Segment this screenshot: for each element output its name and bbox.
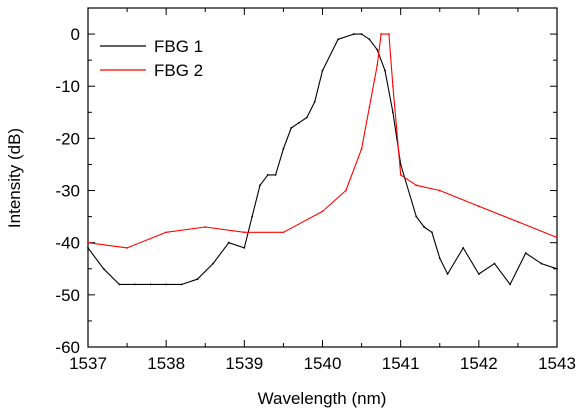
- x-tick-label: 1541: [382, 354, 420, 373]
- series-1-point: [376, 48, 379, 51]
- series-1-point: [321, 69, 324, 72]
- series-1-point: [251, 215, 254, 218]
- series-2-point: [477, 205, 480, 208]
- x-axis-title: Wavelength (nm): [258, 389, 387, 408]
- x-tick-label: 1543: [538, 354, 576, 373]
- x-tick-label: 1538: [147, 354, 185, 373]
- series-1-point: [313, 100, 316, 103]
- series-2-point: [243, 231, 246, 234]
- series-1-point: [87, 247, 89, 249]
- x-tick-label: 1539: [225, 354, 263, 373]
- legend: FBG 1 FBG 2: [100, 37, 203, 80]
- series-1-point: [524, 252, 527, 255]
- series-2-point: [368, 106, 371, 108]
- series-1-point: [415, 215, 418, 218]
- x-tick-label: 1542: [460, 354, 498, 373]
- series-1-point: [227, 241, 230, 244]
- series-2-point: [345, 189, 347, 192]
- y-tick-label: -40: [55, 234, 80, 253]
- series-1-point: [438, 257, 441, 260]
- y-tick-label: -20: [55, 129, 80, 148]
- series-layer: [87, 33, 558, 286]
- x-tick-label: 1540: [304, 354, 342, 373]
- series-1-point: [462, 247, 465, 249]
- y-tick-label: -50: [55, 286, 80, 305]
- series-1-point: [391, 111, 394, 114]
- series-2-point: [438, 189, 441, 192]
- series-1-point: [477, 273, 480, 275]
- series-2-point: [321, 210, 324, 213]
- series-1-point: [337, 38, 340, 41]
- series-1-point: [360, 33, 363, 35]
- series-2-point: [380, 33, 383, 35]
- series-1-point: [384, 69, 386, 72]
- series-1-point: [446, 273, 449, 275]
- x-tick-label: 1537: [69, 354, 107, 373]
- y-tick-label: -60: [55, 338, 80, 357]
- y-axis-title: Intensity (dB): [5, 128, 24, 228]
- series-1-point: [556, 267, 558, 270]
- series-1-point: [352, 33, 355, 35]
- series-2-point: [556, 236, 558, 239]
- series-1-point: [368, 38, 371, 41]
- series-1-point: [298, 121, 300, 124]
- x-axis-ticks: 1537 1538 1539 1540 1541 1542 1543: [69, 8, 576, 373]
- series-2-point: [388, 33, 390, 35]
- series-1-point: [212, 262, 214, 265]
- series-1-point: [290, 127, 293, 129]
- series-1-point: [134, 283, 136, 286]
- legend-label-fbg1: FBG 1: [154, 37, 203, 56]
- series-1-point: [282, 147, 285, 150]
- series-2-point: [517, 220, 519, 223]
- legend-label-fbg2: FBG 2: [154, 61, 203, 80]
- series-2-point: [399, 173, 402, 176]
- series-2-point: [360, 147, 363, 150]
- series-1-point: [431, 231, 433, 234]
- plot-frame: [87, 7, 558, 348]
- series-1-point: [149, 283, 152, 286]
- series-1-point: [196, 278, 199, 281]
- y-tick-label: -30: [55, 182, 80, 201]
- series-1-point: [305, 116, 308, 119]
- series-2-point: [165, 231, 168, 234]
- series-1-point: [102, 267, 105, 270]
- series-2-point: [204, 226, 207, 228]
- series-1-point: [118, 283, 121, 286]
- series-1-point: [180, 283, 183, 286]
- series-2-point: [376, 64, 379, 67]
- series-1-point: [493, 262, 496, 265]
- y-tick-label: 0: [71, 25, 80, 44]
- series-1-point: [423, 226, 426, 228]
- series-1-point: [509, 283, 511, 286]
- series-1-point: [274, 173, 277, 176]
- series-2-point: [126, 247, 128, 249]
- series-2-point: [282, 231, 285, 234]
- series-2-point: [391, 85, 394, 88]
- series-1-point: [259, 184, 261, 187]
- series-line-2: [87, 33, 558, 249]
- series-2-point: [87, 241, 89, 244]
- series-1-point: [243, 247, 246, 249]
- series-1-point: [165, 283, 168, 286]
- y-tick-label: -10: [55, 77, 80, 96]
- series-2-point: [415, 184, 418, 187]
- series-1-point: [266, 173, 269, 176]
- series-1-point: [540, 262, 543, 265]
- y-axis-ticks: 0 -10 -20 -30 -40 -50 -60: [55, 7, 557, 357]
